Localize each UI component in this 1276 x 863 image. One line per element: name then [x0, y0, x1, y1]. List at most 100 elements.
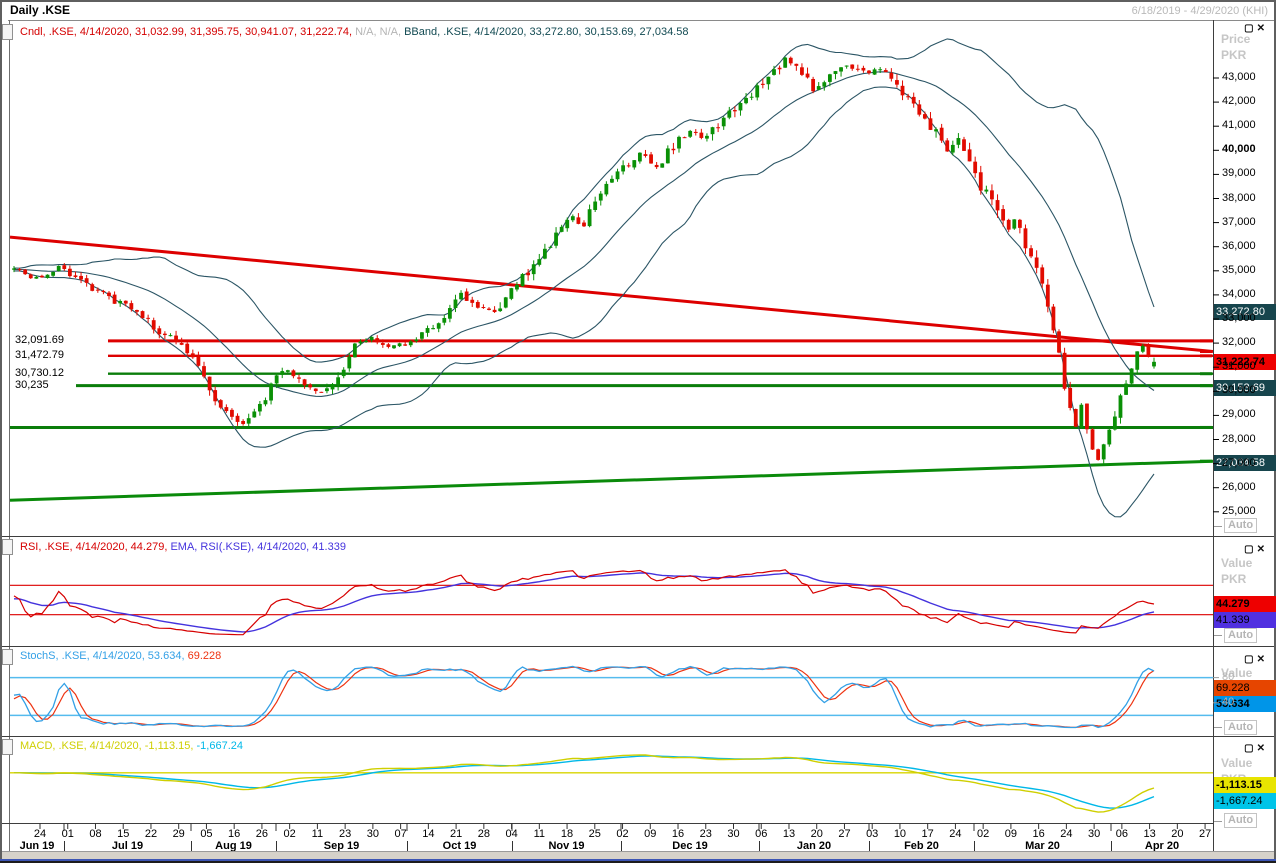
day-tick-label: 06	[1115, 828, 1128, 840]
day-tick-label: 04	[505, 828, 518, 840]
price-tick-label: 42,000	[1222, 95, 1256, 108]
macd-axis-auto-button[interactable]: Auto	[1224, 813, 1258, 828]
na-legend: N/A, N/A,	[355, 26, 402, 38]
day-tick-label: 16	[671, 828, 685, 840]
rsi-badge-value: 44.279	[1214, 596, 1276, 613]
price-tick-label: 40,000	[1222, 143, 1256, 156]
main-legend: Cndl, .KSE, 4/14/2020, 31,032.99, 31,395…	[20, 26, 688, 38]
price-tick-label: 35,000	[1222, 263, 1256, 276]
separator-stoch-macd	[2, 736, 1274, 737]
day-tick-label: 20	[1171, 828, 1184, 840]
day-tick-label: 18	[560, 828, 574, 840]
axis-badge-bband-upper: 33,272.80	[1214, 304, 1276, 321]
macd-panel-controls[interactable]: ▢✕	[1244, 743, 1268, 754]
price-tick-label: 41,000	[1222, 119, 1256, 132]
axis-badge-last-price: 31,222.74	[1214, 353, 1276, 370]
month-label: Oct 19	[442, 840, 477, 852]
price-tick-label: 39,000	[1222, 167, 1256, 180]
auto-dash	[1214, 727, 1222, 728]
month-label: Sep 19	[323, 840, 360, 852]
rsi-legend: RSI, .KSE, 4/14/2020, 44.279, EMA, RSI(.…	[20, 541, 346, 553]
window-bottom-accent	[0, 859, 1276, 861]
price-tick-label: 37,000	[1222, 215, 1256, 228]
price-tick-label: 30,000	[1222, 384, 1256, 397]
time-axis-scroll-strip[interactable]	[2, 851, 1274, 860]
main-panel-controls[interactable]: ▢✕	[1244, 23, 1268, 34]
day-tick-label: 24	[33, 828, 47, 840]
axis-badge-bband-lower: 27,034.58	[1214, 454, 1276, 471]
close-icon[interactable]: ✕	[1256, 743, 1268, 754]
day-tick-label: 11	[311, 828, 324, 840]
stoch-legend-secondary: 69.228	[187, 650, 222, 662]
day-tick-label: 21	[449, 828, 463, 840]
close-icon[interactable]: ✕	[1256, 654, 1268, 665]
rsi-axis-title: Value	[1221, 556, 1253, 570]
day-tick-label: 16	[228, 828, 241, 840]
level-label-30730[interactable]: 30,730.12	[13, 365, 66, 381]
close-icon[interactable]: ✕	[1256, 23, 1268, 34]
macd-badge-macd: -1,113.15	[1214, 776, 1276, 793]
day-tick-label: 23	[339, 828, 352, 840]
price-tick-label: 38,000	[1222, 191, 1256, 204]
day-tick-label: 16	[1032, 828, 1045, 840]
main-axis-auto-button[interactable]: Auto	[1224, 518, 1258, 533]
stoch-panel-controls[interactable]: ▢✕	[1244, 654, 1268, 665]
price-axis-title: Price	[1221, 32, 1251, 46]
visible-date-range: 6/18/2019 - 4/29/2020 (KHI)	[1131, 5, 1268, 17]
month-label: Nov 19	[548, 840, 585, 852]
month-separator	[512, 841, 513, 852]
rsi-panel-grip[interactable]	[2, 539, 13, 555]
day-tick-label: 23	[699, 828, 712, 840]
month-label: Jan 20	[796, 840, 832, 852]
month-separator	[64, 841, 65, 852]
maximize-icon[interactable]: ▢	[1244, 743, 1257, 754]
macd-legend: MACD, .KSE, 4/14/2020, -1,113.15, -1,667…	[20, 740, 243, 752]
level-label-30235[interactable]: 30,235	[13, 377, 51, 393]
price-tick-label: 33,000	[1222, 312, 1256, 324]
month-label: Dec 19	[672, 840, 708, 852]
day-tick-label: 30	[366, 828, 379, 840]
price-tick-label: 27,000	[1222, 456, 1256, 469]
day-tick-label: 07	[394, 828, 407, 840]
day-tick-label: 29	[172, 828, 185, 840]
macd-badge-signal: -1,667.24	[1214, 792, 1276, 809]
main-panel-grip[interactable]	[2, 24, 13, 40]
maximize-icon[interactable]: ▢	[1244, 654, 1257, 665]
day-tick-label: 27	[838, 828, 851, 840]
candle-legend: Cndl, .KSE, 4/14/2020, 31,032.99, 31,395…	[20, 26, 353, 38]
price-tick-label: 28,000	[1222, 432, 1256, 445]
day-tick-label: 05	[200, 828, 213, 840]
stoch-axis-auto-button[interactable]: Auto	[1224, 720, 1258, 735]
price-tick-label: 32,000	[1222, 336, 1256, 349]
auto-dash	[1214, 821, 1222, 822]
macd-panel-grip[interactable]	[2, 739, 13, 755]
month-separator	[869, 841, 870, 852]
month-separator	[974, 841, 975, 852]
day-tick-label: 01	[61, 828, 74, 840]
close-icon[interactable]: ✕	[1256, 544, 1268, 555]
header-separator	[8, 20, 1274, 21]
rsi-axis-unit: PKR	[1221, 572, 1247, 586]
bband-legend: BBand, .KSE, 4/14/2020, 33,272.80, 30,15…	[404, 26, 689, 38]
price-tick-label: 36,000	[1222, 239, 1256, 252]
month-separator	[276, 841, 277, 852]
axis-badge-bband-middle: 30,153.69	[1214, 379, 1276, 396]
window-title: Daily .KSE	[10, 3, 71, 17]
rsi-badge-ema: 41.339	[1214, 612, 1276, 629]
plot-left-border	[9, 20, 10, 852]
maximize-icon[interactable]: ▢	[1244, 544, 1257, 555]
window-bottom-border	[0, 861, 1276, 863]
level-label-31472[interactable]: 31,472.79	[13, 347, 66, 363]
stoch-panel-grip[interactable]	[2, 649, 13, 665]
level-label-32091[interactable]: 32,091.69	[13, 332, 66, 348]
rsi-panel-controls[interactable]: ▢✕	[1244, 544, 1268, 555]
day-tick-label: 22	[144, 828, 158, 840]
day-tick-label: 09	[644, 828, 657, 840]
stoch-badge-k: 53.634	[1214, 696, 1276, 713]
day-tick-label: 02	[977, 828, 990, 840]
rsi-axis-auto-button[interactable]: Auto	[1224, 628, 1258, 643]
maximize-icon[interactable]: ▢	[1244, 23, 1257, 34]
axis-border	[1213, 20, 1214, 852]
day-tick-label: 28	[477, 828, 490, 840]
